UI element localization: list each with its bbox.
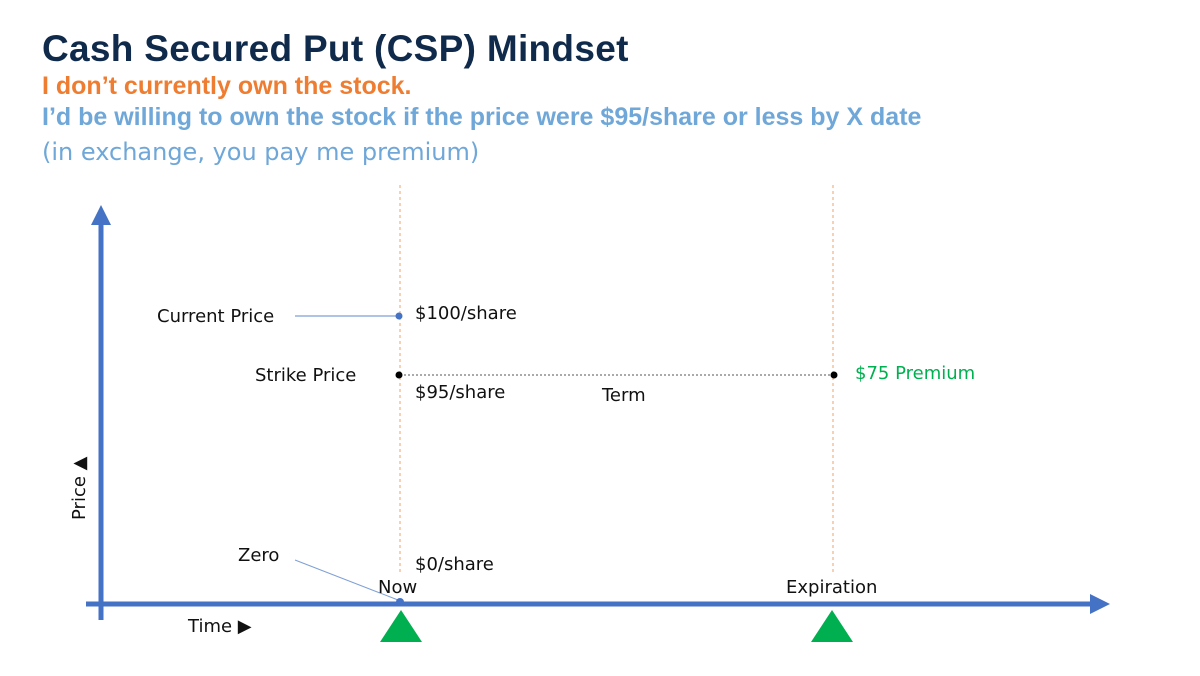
subtitle-premium: (in exchange, you pay me premium): [42, 138, 480, 166]
zero-connector: [294, 559, 399, 601]
current-price-point: [395, 312, 403, 320]
term-label: Term: [601, 385, 646, 406]
current-price-label: Current Price: [157, 306, 274, 327]
expiration-label: Expiration: [786, 577, 877, 598]
strike-price-value: $95/share: [415, 382, 505, 403]
strike-price-label: Strike Price: [255, 365, 356, 386]
current-price-value: $100/share: [415, 303, 517, 324]
subtitle-willingness: I’d be willing to own the stock if the p…: [42, 103, 922, 131]
zero-point: [396, 598, 404, 606]
now-marker-triangle-icon: [380, 610, 422, 642]
expiration-marker-triangle-icon: [811, 610, 853, 642]
zero-value: $0/share: [415, 554, 494, 575]
price-axis-arrow-icon: [91, 205, 111, 225]
premium-label: $75 Premium: [855, 363, 975, 384]
strike-point: [395, 371, 403, 379]
slide-title: Cash Secured Put (CSP) Mindset: [42, 28, 629, 69]
subtitle-ownership: I don’t currently own the stock.: [42, 72, 412, 100]
time-axis-label: Time ▶: [187, 616, 252, 637]
expiration-strike-point: [830, 371, 838, 379]
now-label: Now: [378, 577, 417, 598]
zero-label: Zero: [238, 545, 279, 566]
price-axis-label: Price ▲: [69, 456, 90, 520]
time-axis-arrow-icon: [1090, 594, 1110, 614]
